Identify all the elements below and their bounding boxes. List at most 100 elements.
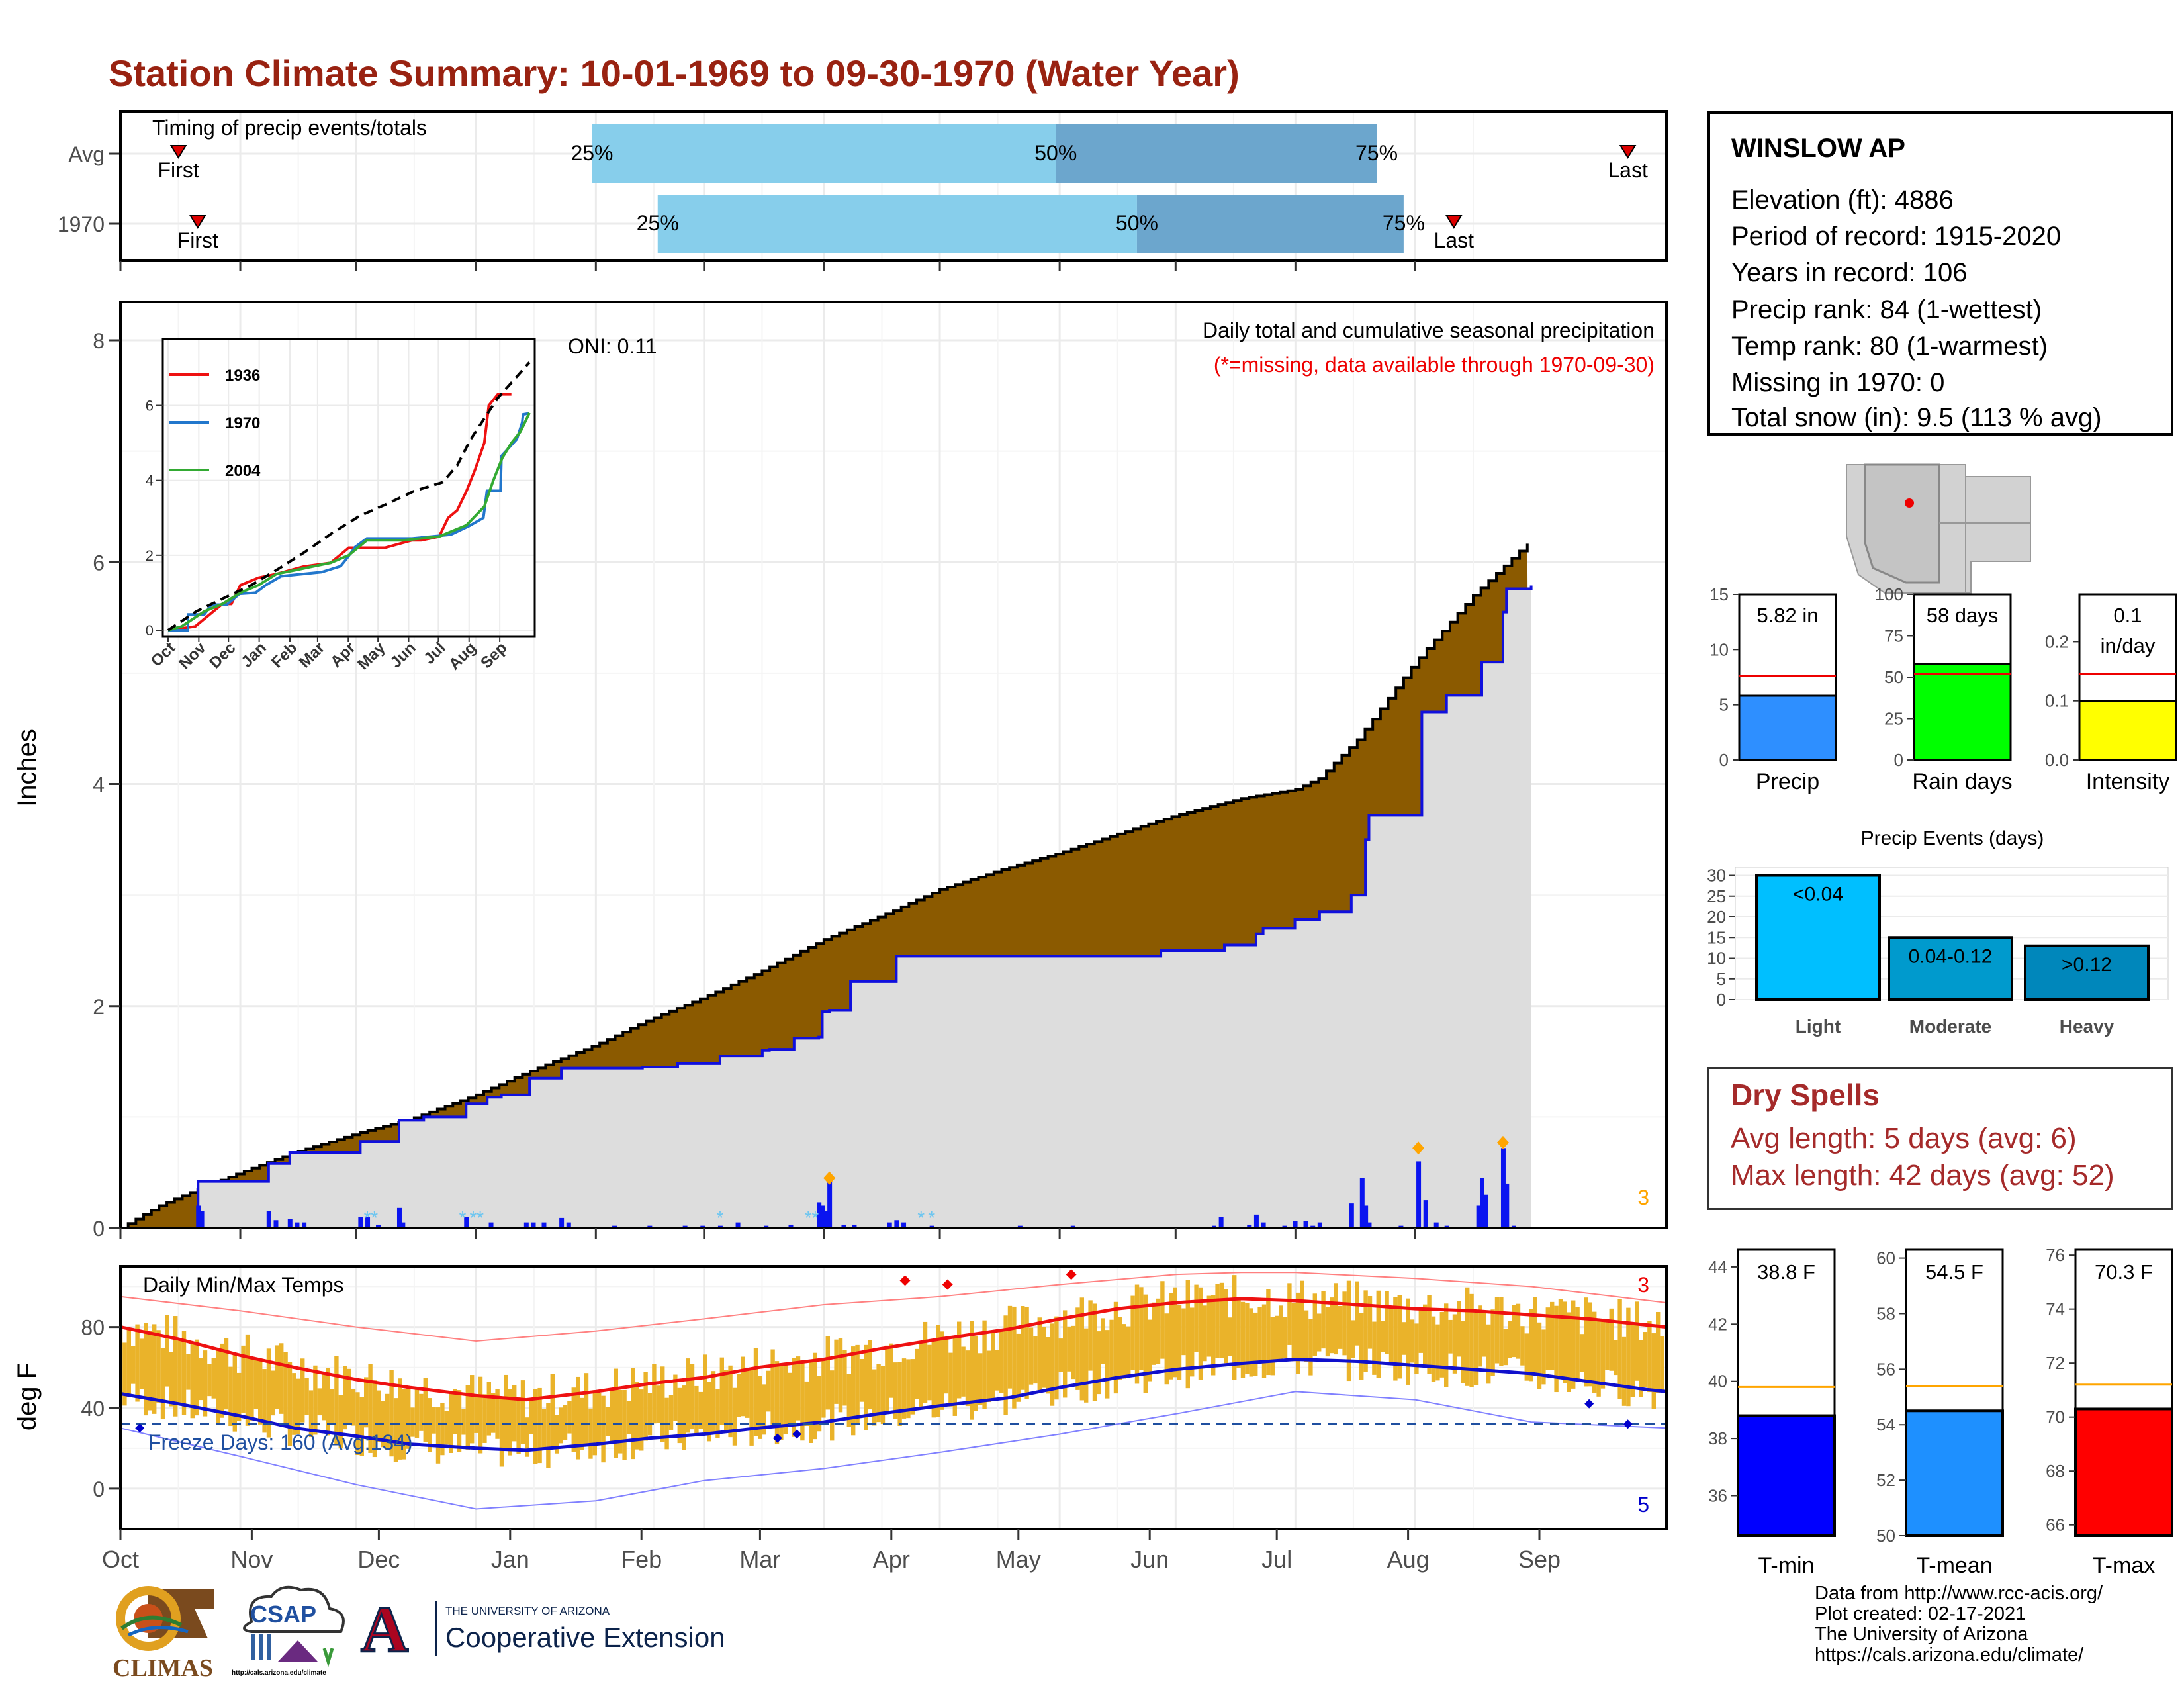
daily-temp-bar	[677, 1387, 682, 1444]
daily-precip-bar	[841, 1224, 846, 1228]
dry-spells-max: Max length: 42 days (avg: 52)	[1731, 1159, 2115, 1192]
daily-temp-bar	[927, 1344, 932, 1401]
daily-temp-bar	[1291, 1302, 1296, 1362]
cumulative-1970-area	[120, 585, 1531, 1228]
temp-summary-value: 38.8 F	[1757, 1260, 1815, 1284]
last-event-label: Last	[1434, 228, 1475, 252]
daily-temp-bar	[1533, 1297, 1537, 1374]
daily-temp-bar	[220, 1343, 224, 1418]
daily-temp-bar	[1249, 1308, 1253, 1377]
events-y-tick-label: 0	[1717, 990, 1726, 1009]
daily-temp-bar	[313, 1365, 318, 1435]
temp-plot-border	[119, 1265, 1668, 1530]
daily-temp-bar	[207, 1364, 212, 1397]
daily-temp-bar	[432, 1407, 436, 1434]
avg-min-line	[120, 1357, 1666, 1452]
daily-temp-bar	[1550, 1301, 1555, 1370]
daily-temp-bar	[279, 1343, 284, 1414]
daily-temp-bar	[919, 1341, 923, 1410]
temp-summary-label: T-max	[2093, 1553, 2155, 1578]
daily-temp-bar	[1376, 1290, 1381, 1378]
daily-temp-bar	[470, 1375, 475, 1444]
inset-y-tick-label: 4	[146, 473, 154, 489]
daily-temp-bar	[1499, 1297, 1504, 1366]
ua-logo-big: Cooperative Extension	[445, 1622, 725, 1653]
timing-bar-q25-q50	[592, 124, 1056, 183]
daily-temp-bar	[970, 1321, 974, 1420]
daily-temp-bar	[1190, 1307, 1195, 1377]
temp-summary-y-tick-label: 56	[1876, 1359, 1895, 1379]
daily-temp-bar	[732, 1387, 737, 1446]
daily-temp-bar	[271, 1370, 275, 1416]
daily-temp-bar	[300, 1358, 305, 1423]
daily-temp-bar	[1579, 1334, 1584, 1372]
daily-temp-bar	[1275, 1315, 1279, 1360]
daily-temp-bar	[1490, 1309, 1495, 1376]
daily-temp-bar	[1465, 1287, 1470, 1386]
daily-temp-bar	[774, 1361, 780, 1445]
daily-temp-bar	[753, 1348, 758, 1436]
daily-temp-bar	[957, 1321, 962, 1399]
daily-temp-bar	[719, 1357, 724, 1425]
daily-temp-bar	[1639, 1340, 1643, 1397]
daily-temp-bar	[1482, 1312, 1486, 1357]
daily-precip-bar	[1359, 1178, 1365, 1228]
daily-temp-bar	[1359, 1313, 1364, 1380]
temp-x-tick-label: Feb	[621, 1546, 662, 1573]
daily-temp-bar	[1388, 1306, 1394, 1364]
timing-bar-q25-q50	[657, 195, 1137, 253]
record-low-marker	[1584, 1399, 1594, 1409]
precip-plot-border	[119, 301, 1668, 1229]
temp-chart-title: Daily Min/Max Temps	[143, 1273, 343, 1297]
timing-panel: Timing of precip events/totals 25% 50% 75% F…	[58, 110, 1668, 271]
daily-temp-bar	[457, 1390, 462, 1452]
temp-x-tick-label: Jul	[1261, 1546, 1292, 1573]
daily-precip-bar	[887, 1222, 892, 1228]
daily-temp-bar	[423, 1378, 428, 1442]
missing-day-marker: *	[469, 1207, 477, 1228]
daily-temp-bar	[126, 1329, 131, 1397]
daily-temp-bar	[610, 1389, 614, 1442]
temp-summary-y-tick-label: 38	[1708, 1429, 1727, 1448]
daily-temp-bar	[1520, 1326, 1525, 1366]
daily-temp-bar	[931, 1339, 936, 1418]
csap-logo-icon	[243, 1585, 345, 1667]
daily-temp-bar	[1300, 1280, 1304, 1360]
daily-temp-bar	[237, 1372, 242, 1421]
daily-temp-bar	[910, 1359, 915, 1415]
daily-temp-bar	[190, 1342, 195, 1419]
missing-day-marker: *	[811, 1207, 819, 1228]
temp-summary-y-tick-label: 72	[2046, 1353, 2065, 1373]
daily-temp-bar	[584, 1373, 589, 1444]
csap-logo: CSAP http://cals.arizona.edu/climate	[232, 1582, 351, 1681]
temp-y-tick-label: 80	[81, 1316, 105, 1340]
state-outline	[1864, 463, 1940, 584]
daily-precip-bar	[1504, 1183, 1510, 1228]
daily-precip-bar	[1261, 1222, 1266, 1228]
daily-temp-bar	[1079, 1297, 1084, 1401]
daily-temp-bar	[1346, 1280, 1351, 1382]
daily-temp-bar	[1287, 1283, 1292, 1345]
mini-bar-label: Rain days	[1912, 769, 2012, 794]
temp-record-high-count: 3	[1637, 1273, 1649, 1297]
daily-precip-bar	[1423, 1200, 1428, 1228]
daily-temp-bar	[1554, 1305, 1559, 1393]
temp-summary-y-tick-label: 76	[2046, 1245, 2065, 1265]
timing-q25-label: 25%	[637, 211, 679, 235]
temp-y-axis-label: deg F	[13, 1363, 42, 1430]
daily-temp-bar	[694, 1385, 699, 1434]
temp-summary-label: T-mean	[1916, 1553, 1992, 1578]
daily-temp-bar	[1185, 1280, 1190, 1389]
daily-temp-bar	[915, 1348, 919, 1399]
daily-temp-bar	[186, 1354, 191, 1390]
dry-spells-title: Dry Spells	[1731, 1078, 1880, 1112]
daily-temp-bar	[1330, 1297, 1334, 1354]
daily-temp-bar	[1003, 1315, 1008, 1415]
mini-bar	[1913, 663, 2012, 761]
ua-logo-divider	[435, 1601, 437, 1656]
daily-temp-bar	[1308, 1319, 1313, 1376]
daily-temp-bar	[148, 1331, 152, 1411]
daily-temp-bar	[241, 1345, 246, 1413]
credit-line: https://cals.arizona.edu/climate/	[1815, 1644, 2084, 1665]
